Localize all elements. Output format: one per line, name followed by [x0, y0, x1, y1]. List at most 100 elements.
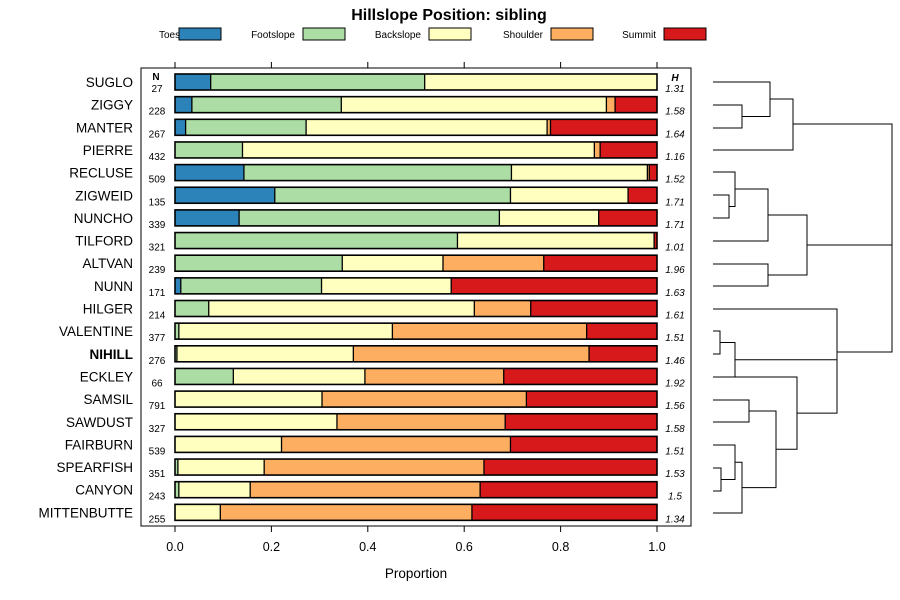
- dendrogram-branch: [793, 123, 893, 246]
- bar-segment-summit: [598, 209, 657, 226]
- row-label: NUNN: [94, 279, 133, 294]
- bar-segment-summit: [530, 300, 657, 317]
- row-label: CANYON: [75, 483, 133, 498]
- bar-segment-summit: [505, 413, 657, 430]
- dendrogram-branch: [713, 461, 743, 514]
- bar-outline: [174, 344, 658, 363]
- bar-segment-backslope: [342, 255, 443, 272]
- row-nunn: NUNN 171 1.63: [94, 277, 685, 299]
- x-tick-label: 0.2: [263, 540, 280, 554]
- bar-segment-shoulder: [392, 323, 587, 340]
- legend: ToeslopeFootslopeBackslopeShoulderSummit: [159, 27, 707, 41]
- bar-segment-shoulder: [281, 436, 511, 453]
- legend-swatch-summit: [663, 27, 707, 41]
- bar-segment-footslope: [175, 345, 177, 362]
- dendrogram-branch: [837, 245, 893, 353]
- bar-segment-backslope: [175, 413, 337, 430]
- row-label: ZIGGY: [91, 98, 133, 113]
- legend-label-footslope: Footslope: [251, 30, 295, 41]
- dendrogram-branch: [713, 104, 743, 129]
- row-nihill: NIHILL 276 1.46: [90, 344, 685, 367]
- row-n-value: 239: [149, 265, 166, 276]
- row-label: ECKLEY: [80, 369, 133, 384]
- legend-label-backslope: Backslope: [375, 30, 422, 41]
- bar-segment-backslope: [499, 209, 599, 226]
- bar-outline: [174, 503, 658, 522]
- bar-segment-toeslope: [175, 187, 275, 204]
- legend-label-summit: Summit: [622, 30, 656, 41]
- dendrogram-branch: [713, 263, 769, 287]
- row-recluse: RECLUSE 509 1.52: [69, 163, 685, 186]
- bar-segment-summit: [503, 368, 657, 385]
- chart-title: Hillslope Position: sibling: [351, 7, 547, 24]
- bar-segment-toeslope: [175, 209, 240, 226]
- row-h-value: 1.51: [665, 446, 684, 457]
- row-h-value: 1.01: [665, 243, 684, 254]
- bar-segment-toeslope: [175, 164, 244, 181]
- bar-outline: [174, 277, 658, 295]
- bar-outline: [174, 186, 658, 205]
- bar-segment-summit: [615, 96, 657, 113]
- row-n-value: 243: [149, 492, 166, 503]
- row-label: RECLUSE: [69, 166, 133, 181]
- bar-segment-backslope: [242, 141, 595, 158]
- row-zigweid: ZIGWEID 135 1.71: [75, 186, 685, 208]
- bar-segment-shoulder: [364, 368, 504, 385]
- row-n-value: 214: [149, 311, 166, 322]
- bar-segment-summit: [451, 277, 657, 294]
- bar-segment-summit: [550, 119, 657, 136]
- dendrogram-branch: [713, 194, 730, 219]
- bar-segment-shoulder: [250, 481, 481, 498]
- row-fairburn: FAIRBURN 539 1.51: [65, 435, 685, 457]
- bar-segment-summit: [510, 436, 657, 453]
- dendrogram-branch: [713, 330, 721, 355]
- legend-swatch-backslope: [428, 27, 472, 41]
- row-h-value: 1.71: [665, 197, 684, 208]
- bar-segment-backslope: [457, 232, 655, 249]
- bar-segment-footslope: [175, 300, 209, 317]
- row-altvan: ALTVAN 239 1.96: [82, 254, 685, 276]
- bar-segment-backslope: [178, 323, 393, 340]
- bar-segment-footslope: [180, 277, 322, 294]
- row-n-value: 339: [149, 220, 166, 231]
- bar-segment-summit: [586, 323, 657, 340]
- bar-outline: [174, 367, 658, 386]
- bar-segment-footslope: [175, 141, 243, 158]
- row-pierre: PIERRE 432 1.16: [83, 141, 685, 163]
- x-axis-label: Proportion: [385, 566, 447, 581]
- row-h-value: 1.46: [665, 356, 685, 367]
- row-label: MANTER: [76, 120, 133, 135]
- bar-outline: [174, 231, 658, 250]
- bar-segment-backslope: [175, 391, 323, 408]
- bar-outline: [174, 73, 658, 91]
- bar-segment-toeslope: [175, 277, 181, 294]
- row-n-value: 351: [149, 469, 166, 480]
- bar-segment-backslope: [175, 436, 282, 453]
- row-hilger: HILGER 214 1.61: [83, 299, 685, 322]
- row-suglo: SUGLO 27 1.31: [86, 73, 685, 95]
- bar-segment-summit: [654, 232, 657, 249]
- bar-segment-footslope: [239, 209, 500, 226]
- dendrogram-branch: [768, 214, 808, 276]
- bar-segment-shoulder: [322, 391, 527, 408]
- bar-outline: [174, 254, 658, 272]
- bar-segment-summit: [543, 255, 657, 272]
- row-n-value: 377: [149, 333, 166, 344]
- bar-segment-footslope: [175, 255, 343, 272]
- bar-segment-summit: [649, 164, 657, 181]
- bar-segment-backslope: [233, 368, 365, 385]
- row-h-value: 1.5: [668, 492, 682, 503]
- row-h-value: 1.51: [665, 333, 684, 344]
- row-h-value: 1.96: [665, 265, 685, 276]
- bar-segment-shoulder: [264, 459, 484, 476]
- x-tick-label: 0.4: [359, 540, 376, 554]
- row-h-value: 1.58: [665, 424, 685, 435]
- row-samsil: SAMSIL 791 1.56: [83, 390, 685, 412]
- bar-segment-backslope: [511, 164, 648, 181]
- bar-segment-shoulder: [547, 119, 551, 136]
- legend-swatch-shoulder: [550, 27, 594, 41]
- bar-segment-footslope: [175, 481, 179, 498]
- bar-outline: [174, 163, 658, 182]
- row-n-value: 327: [149, 424, 166, 435]
